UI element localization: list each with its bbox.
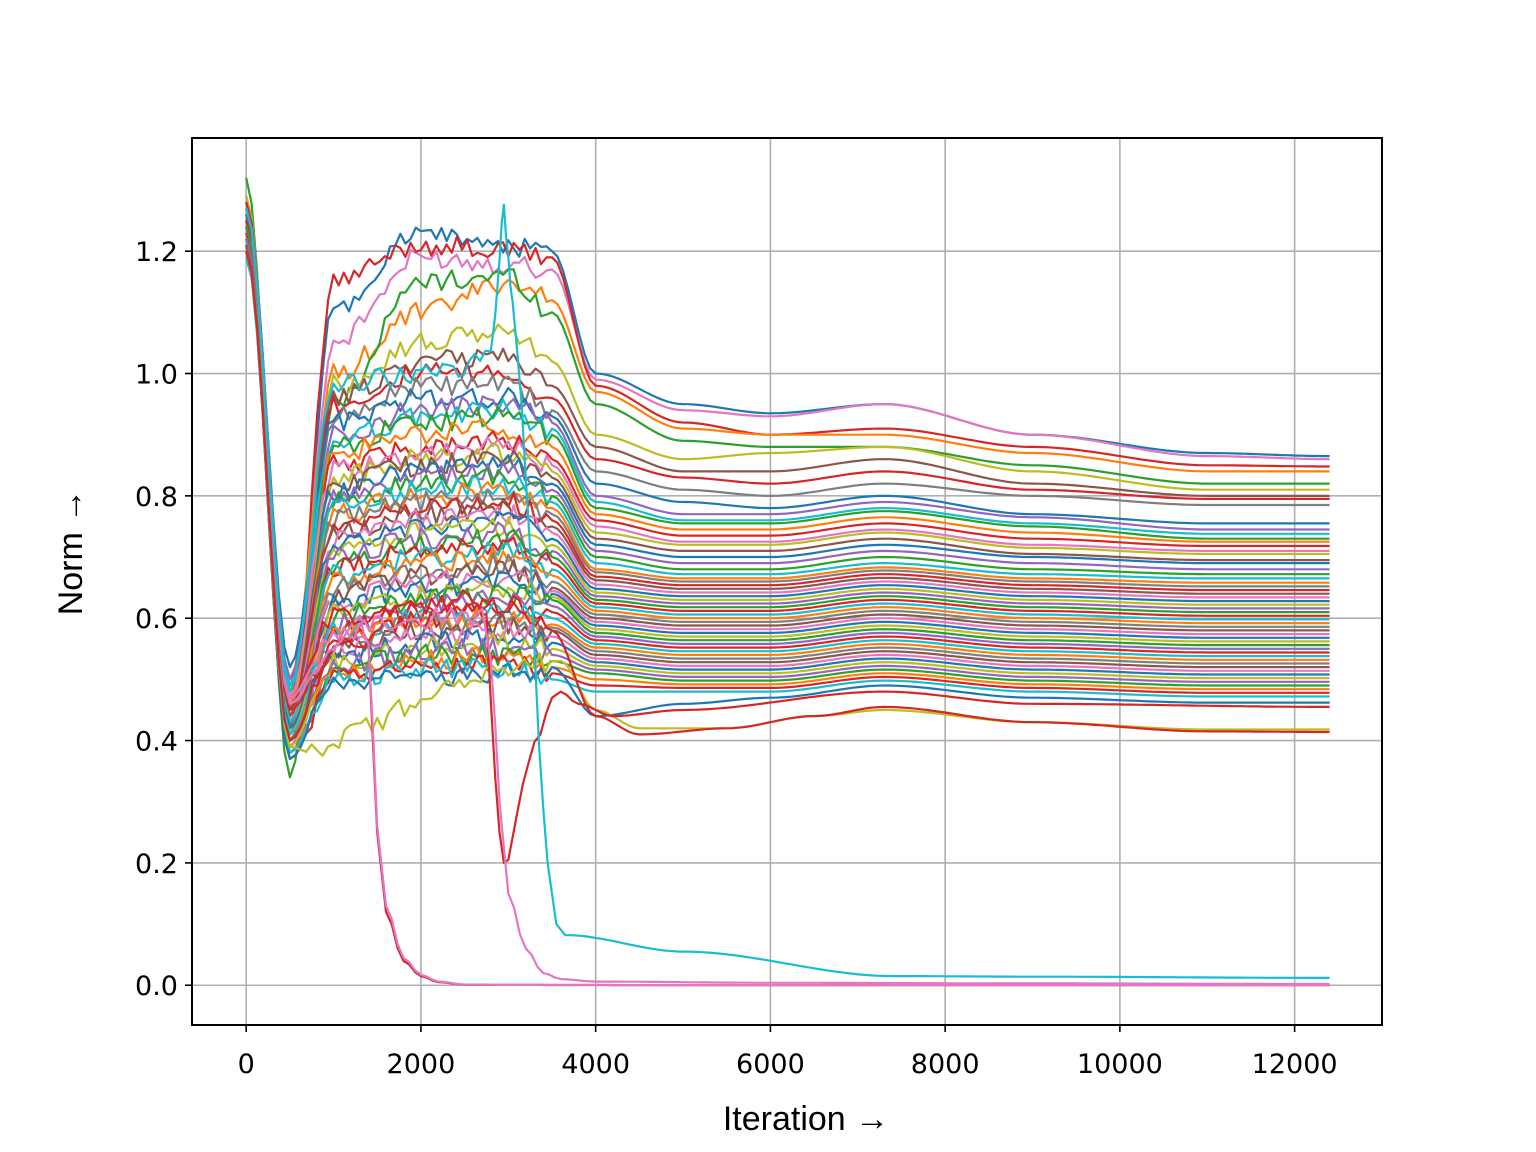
series-line (245, 208, 1330, 699)
y-tick-label: 0.8 (135, 482, 178, 513)
series-line (245, 177, 1330, 779)
series-line (245, 201, 1330, 681)
series-line (245, 238, 1330, 730)
series-line (245, 214, 1330, 699)
y-tick-label: 0.0 (135, 971, 178, 1002)
series-line (245, 208, 1330, 681)
series-line (245, 214, 1330, 724)
series-line (245, 208, 1330, 687)
series-line (245, 203, 1330, 979)
series-line (245, 250, 1330, 742)
series-line (245, 250, 1330, 742)
y-tick-label: 0.4 (135, 727, 178, 758)
x-tick-label: 10000 (1077, 1049, 1163, 1080)
series-line (245, 226, 1330, 736)
series-line (245, 232, 1330, 724)
x-tick-label: 0 (238, 1049, 255, 1080)
y-tick-label: 1.2 (135, 237, 178, 268)
plot-area-frame (191, 137, 1383, 1026)
y-tick-label: 0.6 (135, 604, 178, 635)
series-line (245, 226, 1330, 736)
y-axis-label: Norm → (52, 489, 90, 616)
x-tick-label: 2000 (387, 1049, 456, 1080)
series-line (245, 257, 1330, 754)
series-line (245, 232, 1330, 730)
series-lines (245, 177, 1330, 987)
series-line (245, 226, 1330, 724)
x-tick-label: 6000 (736, 1049, 805, 1080)
series-line (245, 208, 1330, 986)
series-line (245, 220, 1330, 730)
axis-ticks: 0 2000 4000 6000 8000 10000 12000 0.0 0.2 0.4 0.6 0… (135, 237, 1338, 1080)
series-line (245, 250, 1330, 760)
series-line (245, 250, 1330, 760)
series-line (245, 220, 1330, 736)
series-line (245, 214, 1330, 712)
series-line (245, 220, 1330, 718)
series-line (245, 226, 1330, 718)
series-line (245, 220, 1330, 730)
series-line (245, 195, 1330, 705)
series-line (245, 214, 1330, 705)
series-line (245, 201, 1330, 693)
x-axis-label: Iteration → (723, 1100, 889, 1138)
series-line (245, 232, 1330, 730)
series-line (245, 201, 1330, 681)
series-line (245, 220, 1330, 712)
series-line (245, 208, 1330, 987)
y-tick-label: 1.0 (135, 360, 178, 391)
series-line (245, 195, 1330, 699)
series-line (245, 208, 1330, 669)
series-line (245, 226, 1330, 730)
x-tick-label: 4000 (561, 1049, 630, 1080)
x-tick-label: 12000 (1252, 1049, 1338, 1080)
series-line (245, 238, 1330, 736)
series-line (245, 226, 1330, 742)
y-tick-label: 0.2 (135, 849, 178, 880)
series-line (245, 238, 1330, 748)
series-line (245, 195, 1330, 712)
series-line (245, 250, 1330, 760)
series-line (245, 208, 1330, 864)
x-tick-label: 8000 (911, 1049, 980, 1080)
series-line (245, 232, 1330, 742)
